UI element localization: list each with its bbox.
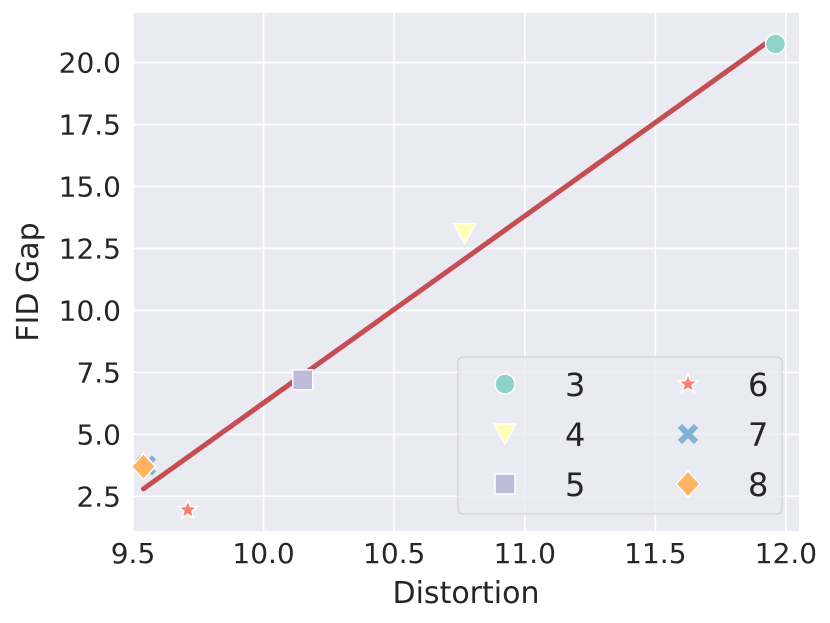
tick-labels: 9.5 10.0 10.5 11.0 11.5 12.0 2.5 5.0 7.5 10.0 12.5… — [59, 47, 817, 570]
y-tick-label: 10.0 — [59, 294, 121, 327]
y-tick-label: 20.0 — [59, 47, 121, 80]
legend-label: 5 — [565, 466, 585, 504]
x-tick-label: 10.0 — [232, 537, 294, 570]
legend-marker — [677, 423, 699, 445]
data-points — [130, 33, 787, 520]
x-axis-label: Distortion — [393, 576, 540, 611]
y-axis-label: FID Gap — [11, 222, 46, 341]
data-point — [764, 33, 787, 55]
legend-label: 7 — [748, 416, 768, 454]
y-tick-label: 7.5 — [76, 356, 121, 389]
y-tick-label: 5.0 — [76, 418, 121, 451]
legend-marker — [494, 473, 516, 495]
y-tick-label: 12.5 — [59, 232, 121, 265]
grid-lines — [132, 13, 799, 531]
fit-line — [140, 34, 778, 492]
legend-label: 4 — [565, 416, 585, 454]
x-tick-label: 12.0 — [755, 537, 817, 570]
fit-line-layer — [140, 34, 778, 492]
legend-marker — [494, 373, 516, 395]
x-tick-label: 9.5 — [111, 537, 156, 570]
legend: 3 4 5 6 7 8 — [457, 356, 783, 515]
legend-label: 6 — [748, 366, 768, 404]
legend-marker — [492, 423, 518, 446]
x-tick-label: 10.5 — [363, 537, 425, 570]
data-point — [130, 452, 157, 481]
y-tick-label: 2.5 — [76, 480, 121, 513]
y-tick-label: 17.5 — [59, 109, 121, 142]
legend-marker — [676, 371, 700, 394]
data-point — [292, 369, 314, 391]
y-tick-label: 15.0 — [59, 170, 121, 203]
legend-marker — [674, 469, 702, 499]
legend-label: 8 — [748, 466, 768, 504]
data-point — [176, 497, 200, 520]
x-tick-label: 11.5 — [624, 537, 686, 570]
legend-label: 3 — [565, 366, 585, 404]
legend-box — [457, 356, 783, 515]
data-point — [452, 222, 477, 246]
x-tick-label: 11.0 — [494, 537, 556, 570]
